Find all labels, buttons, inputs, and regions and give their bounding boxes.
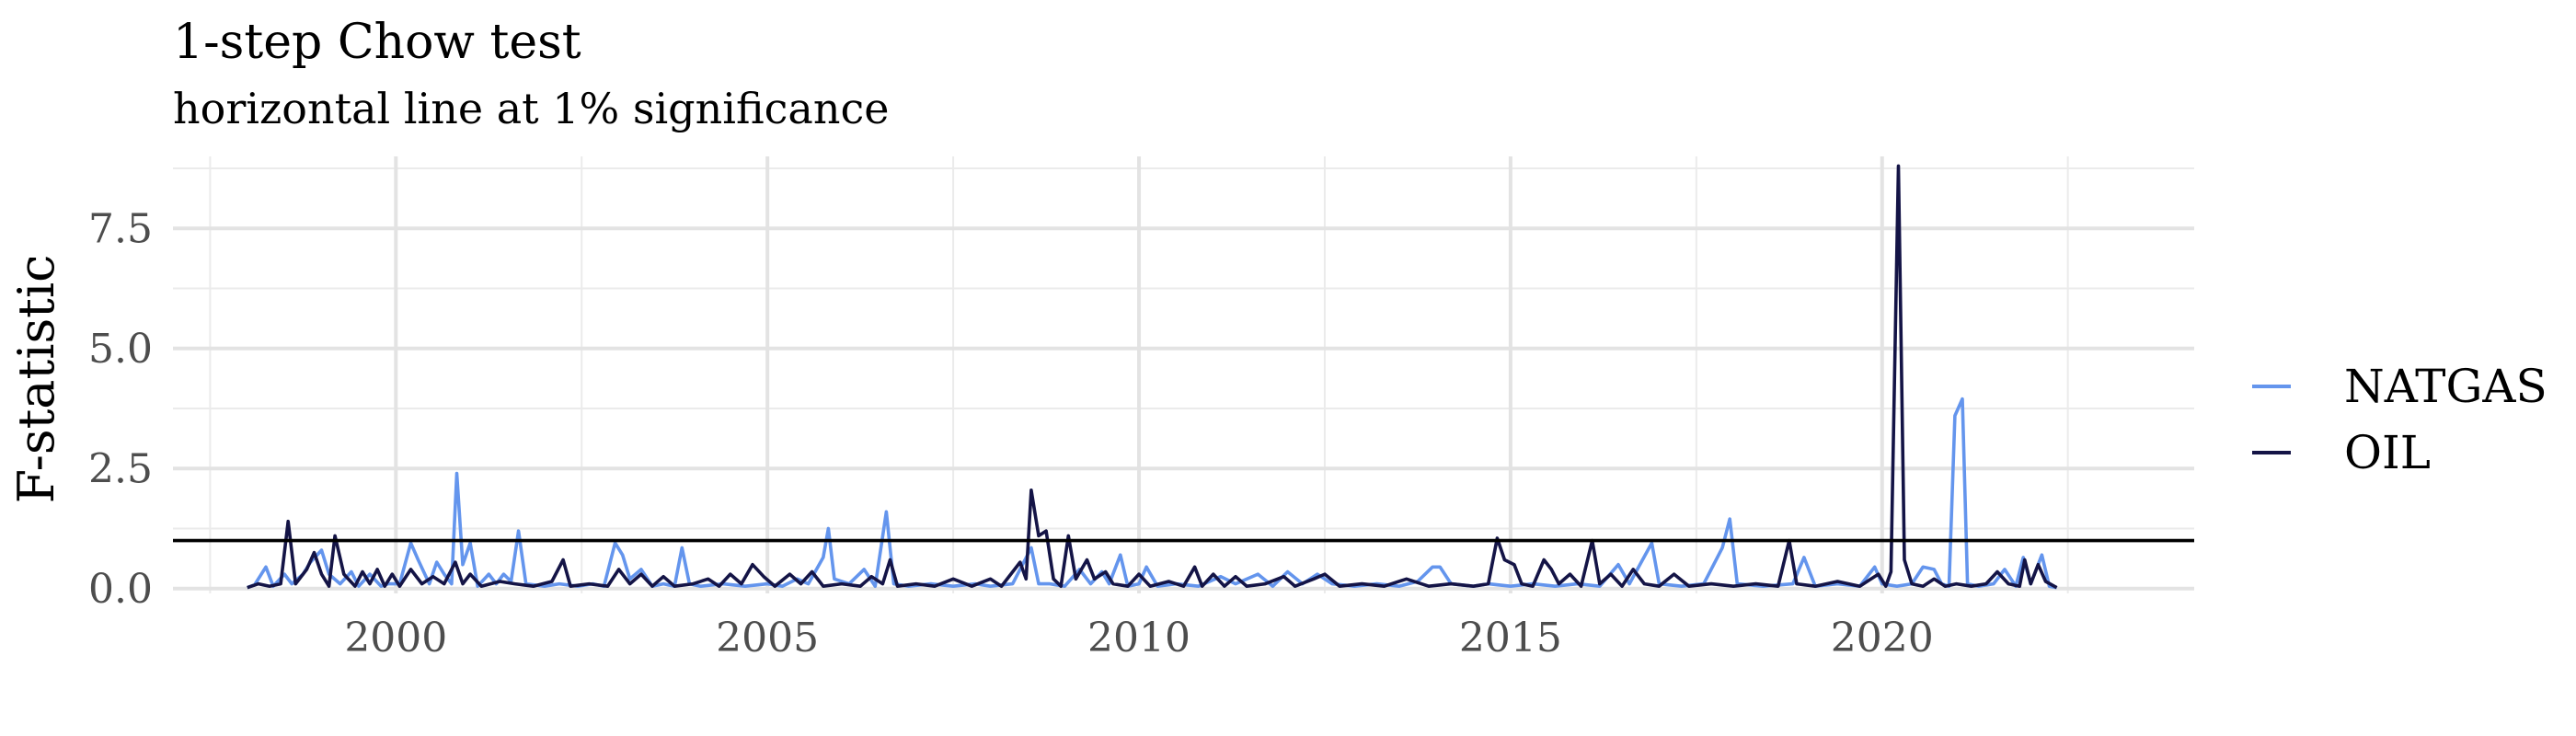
legend-label-natgas: NATGAS: [2344, 360, 2547, 413]
legend-label-oil: OIL: [2344, 426, 2431, 479]
y-tick-label: 0.0: [88, 566, 153, 613]
y-tick-label: 2.5: [88, 445, 153, 492]
x-tick-label: 2010: [1087, 615, 1190, 661]
legend: NATGAS OIL: [2252, 360, 2547, 479]
x-axis-ticks: 2000 2005 2010 2015 2020: [344, 615, 1933, 661]
x-tick-label: 2020: [1831, 615, 1934, 661]
y-tick-label: 7.5: [88, 205, 153, 252]
x-tick-label: 2015: [1459, 615, 1562, 661]
x-tick-label: 2005: [716, 615, 819, 661]
y-axis-title: F-statistic: [7, 255, 65, 504]
x-tick-label: 2000: [344, 615, 447, 661]
y-tick-label: 5.0: [88, 326, 153, 373]
y-axis-ticks: 0.0 2.5 5.0 7.5: [88, 205, 153, 612]
